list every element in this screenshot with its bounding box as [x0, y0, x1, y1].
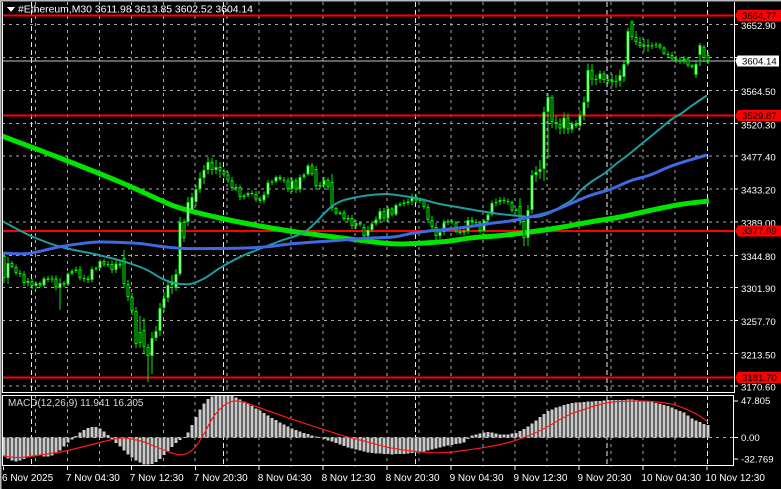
svg-text:3529.87: 3529.87: [742, 111, 777, 122]
svg-text:3652.90: 3652.90: [741, 21, 776, 32]
svg-text:3389.00: 3389.00: [741, 219, 776, 230]
svg-text:3520.30: 3520.30: [741, 120, 776, 131]
svg-text:0.00: 0.00: [741, 433, 760, 444]
svg-text:-32.769: -32.769: [741, 455, 774, 466]
svg-text:3604.14: 3604.14: [742, 56, 777, 67]
svg-text:3477.40: 3477.40: [741, 153, 776, 164]
svg-text:8 Nov 20:30: 8 Nov 20:30: [386, 473, 440, 484]
svg-text:3181.70: 3181.70: [742, 373, 777, 384]
svg-text:7 Nov 04:30: 7 Nov 04:30: [66, 473, 120, 484]
svg-text:8 Nov 12:30: 8 Nov 12:30: [322, 473, 376, 484]
svg-text:8 Nov 04:30: 8 Nov 04:30: [258, 473, 312, 484]
svg-text:9 Nov 12:30: 9 Nov 12:30: [514, 473, 568, 484]
svg-text:10 Nov 04:30: 10 Nov 04:30: [641, 473, 701, 484]
svg-text:3664.77: 3664.77: [742, 11, 777, 22]
svg-text:3213.50: 3213.50: [741, 350, 776, 361]
svg-text:3433.20: 3433.20: [741, 186, 776, 197]
svg-text:7 Nov 20:30: 7 Nov 20:30: [194, 473, 248, 484]
svg-text:9 Nov 20:30: 9 Nov 20:30: [578, 473, 632, 484]
svg-text:MACD(12,26,9) 11.941 16.205: MACD(12,26,9) 11.941 16.205: [8, 398, 144, 409]
svg-text:#Ethereum,M30 3611.98 3613.85: #Ethereum,M30 3611.98 3613.85 3602.52 36…: [18, 5, 253, 16]
svg-text:3257.70: 3257.70: [741, 317, 776, 328]
svg-text:3344.80: 3344.80: [741, 252, 776, 263]
svg-text:47.805: 47.805: [741, 396, 770, 407]
svg-text:3377.99: 3377.99: [742, 226, 777, 237]
svg-text:10 Nov 12:30: 10 Nov 12:30: [705, 473, 765, 484]
svg-text:6 Nov 2025: 6 Nov 2025: [2, 473, 54, 484]
svg-text:3170.60: 3170.60: [741, 382, 776, 393]
svg-text:3301.90: 3301.90: [741, 284, 776, 295]
svg-text:7 Nov 12:30: 7 Nov 12:30: [130, 473, 184, 484]
svg-text:3564.50: 3564.50: [741, 87, 776, 98]
svg-text:9 Nov 04:30: 9 Nov 04:30: [450, 473, 504, 484]
